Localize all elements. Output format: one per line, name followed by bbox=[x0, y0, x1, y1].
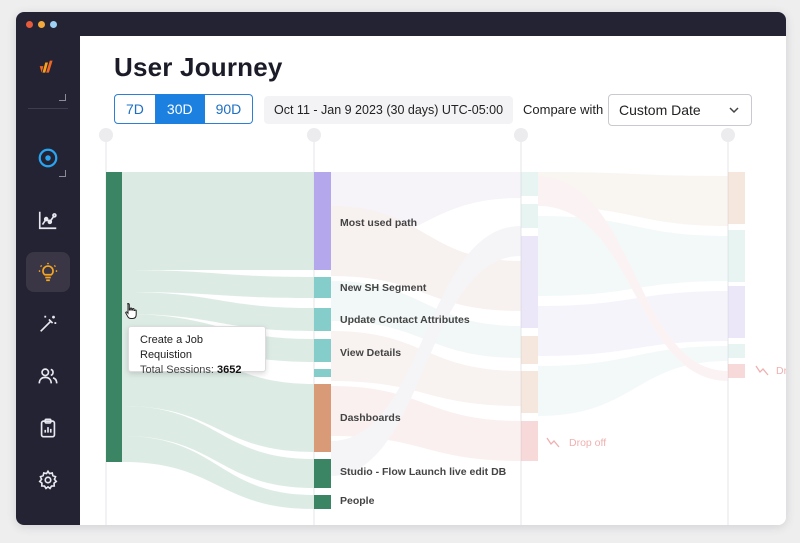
sidebar-divider bbox=[28, 108, 68, 109]
range-7d-button[interactable]: 7D bbox=[114, 94, 156, 124]
tooltip-sessions-value: 3652 bbox=[217, 364, 242, 376]
tooltip-sessions: Total Sessions: 3652 bbox=[140, 363, 254, 378]
level-2-nodes bbox=[521, 172, 538, 461]
sidebar-item-magic[interactable] bbox=[26, 304, 70, 344]
node-most-used-path[interactable] bbox=[314, 172, 331, 270]
node-label-update-contact-attributes: Update Contact Attributes bbox=[340, 314, 470, 326]
window-titlebar bbox=[16, 12, 786, 36]
main-content: User Journey 7D 30D 90D Oct 11 - Jan 9 2… bbox=[80, 36, 786, 525]
column-handles bbox=[99, 128, 735, 142]
range-90d-button[interactable]: 90D bbox=[204, 94, 254, 124]
drop-off-icon bbox=[546, 437, 560, 448]
node-label-new-sh-segment: New SH Segment bbox=[340, 282, 427, 294]
compare-select-value: Custom Date bbox=[619, 102, 701, 118]
settings-gear-icon bbox=[38, 469, 58, 490]
journey-sankey bbox=[99, 128, 769, 525]
node-label-view-details: View Details bbox=[340, 347, 402, 359]
maximize-window-dot[interactable] bbox=[50, 21, 57, 28]
node-tooltip: Create a Job Requistion Total Sessions: … bbox=[128, 326, 266, 376]
node-label-most-used-path: Most used path bbox=[340, 217, 418, 229]
sidebar bbox=[16, 36, 80, 525]
tooltip-title: Create a Job Requistion bbox=[140, 334, 203, 361]
users-icon bbox=[38, 368, 58, 384]
node-small-step[interactable] bbox=[314, 369, 331, 377]
node-dashboards[interactable] bbox=[314, 384, 331, 452]
compare-label: Compare with bbox=[523, 102, 604, 117]
drop-off-icon bbox=[755, 365, 769, 376]
sidebar-item-reports[interactable] bbox=[26, 408, 70, 448]
hand-cursor-icon bbox=[125, 302, 137, 319]
magic-wand-icon bbox=[40, 315, 57, 332]
lightbulb-icon bbox=[38, 262, 58, 282]
date-range-toggle: 7D 30D 90D bbox=[114, 94, 254, 124]
level-3-nodes bbox=[728, 172, 745, 378]
date-range-display[interactable]: Oct 11 - Jan 9 2023 (30 days) UTC-05:00 bbox=[264, 96, 514, 124]
app-window: User Journey 7D 30D 90D Oct 11 - Jan 9 2… bbox=[16, 12, 786, 525]
minimize-window-dot[interactable] bbox=[38, 21, 45, 28]
chart-line-icon bbox=[38, 211, 57, 230]
brand-logo[interactable] bbox=[26, 48, 70, 88]
node-view-details[interactable] bbox=[314, 339, 331, 362]
node-label-people: People bbox=[340, 495, 375, 507]
sidebar-item-analytics[interactable] bbox=[26, 200, 70, 240]
expand-corner-icon bbox=[59, 94, 66, 101]
node-new-sh-segment[interactable] bbox=[314, 277, 331, 298]
target-icon bbox=[38, 148, 58, 168]
drop-off-label: Drop off bbox=[569, 437, 607, 449]
sidebar-item-settings[interactable] bbox=[26, 460, 70, 500]
root-node-create-job-requisition[interactable] bbox=[106, 172, 122, 462]
drop-off-label-clipped: Dr bbox=[776, 365, 786, 377]
page-title: User Journey bbox=[114, 52, 283, 82]
brand-logo-icon bbox=[39, 60, 53, 73]
node-update-contact-attributes[interactable] bbox=[314, 308, 331, 331]
node-label-dashboards: Dashboards bbox=[340, 412, 401, 424]
chevron-down-icon bbox=[729, 107, 739, 114]
expand-corner-icon bbox=[59, 170, 66, 177]
sidebar-item-users[interactable] bbox=[26, 356, 70, 396]
node-studio-flow-launch[interactable] bbox=[314, 459, 331, 488]
sidebar-item-insights[interactable] bbox=[26, 252, 70, 292]
node-people[interactable] bbox=[314, 495, 331, 509]
node-label-studio-flow-launch: Studio - Flow Launch live edit DB bbox=[340, 466, 507, 478]
tooltip-sessions-label: Total Sessions: bbox=[140, 364, 214, 376]
close-window-dot[interactable] bbox=[26, 21, 33, 28]
compare-select[interactable]: Custom Date bbox=[608, 94, 752, 126]
clipboard-icon bbox=[40, 418, 56, 438]
downstream-flows bbox=[331, 172, 728, 476]
range-30d-button[interactable]: 30D bbox=[155, 94, 205, 124]
sidebar-item-target[interactable] bbox=[26, 138, 70, 178]
